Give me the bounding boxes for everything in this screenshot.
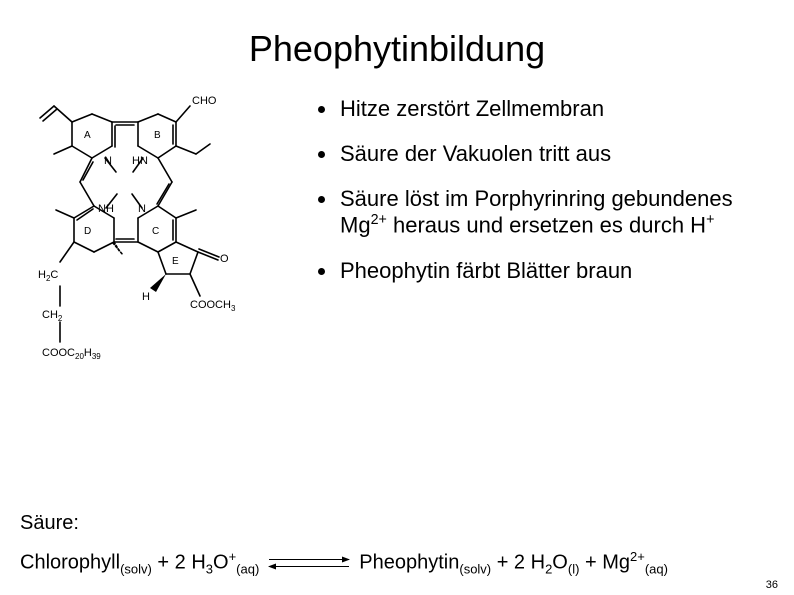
label-n2: N — [138, 203, 146, 215]
footer-section: Säure: Chlorophyll(solv) + 2 H3O+(aq) Ph… — [20, 512, 774, 577]
label-a: A — [84, 130, 91, 141]
content-row: CHO A B N HN NH N D C E H O H2C CH2 COOC… — [0, 82, 794, 392]
label-cooc20h39: COOC20H39 — [42, 347, 101, 361]
page-number: 36 — [766, 579, 778, 591]
label-e: E — [172, 256, 179, 267]
label-h: H — [142, 291, 150, 303]
label-d: D — [84, 226, 91, 237]
label-ch2: CH2 — [42, 309, 63, 323]
label-cho: CHO — [192, 95, 217, 107]
bullet-item: Säure der Vakuolen tritt aus — [314, 141, 764, 168]
bullet-item: Pheophytin färbt Blätter braun — [314, 258, 764, 285]
label-cooch3: COOCH3 — [190, 299, 236, 313]
bullet-list: Hitze zerstört Zellmembran Säure der Vak… — [314, 92, 764, 392]
molecular-structure: CHO A B N HN NH N D C E H O H2C CH2 COOC… — [20, 92, 300, 392]
label-nh2: NH — [98, 203, 114, 215]
equilibrium-arrow-icon — [269, 556, 349, 570]
page-title: Pheophytinbildung — [0, 0, 794, 82]
label-o: O — [220, 253, 229, 265]
label-c: C — [152, 226, 159, 237]
label-hn1: HN — [132, 155, 148, 167]
label-h2c: H2C — [38, 269, 58, 283]
chemical-equation: Chlorophyll(solv) + 2 H3O+(aq) Pheophyti… — [20, 549, 774, 577]
label-b: B — [154, 130, 161, 141]
bullet-item: Hitze zerstört Zellmembran — [314, 96, 764, 123]
label-n1: N — [104, 155, 112, 167]
equation-right: Pheophytin(solv) + 2 H2O(l) + Mg2+(aq) — [359, 549, 668, 577]
equation-left: Chlorophyll(solv) + 2 H3O+(aq) — [20, 549, 259, 577]
bullet-item: Säure löst im Porphyrinring gebundenes M… — [314, 186, 764, 240]
equation-label: Säure: — [20, 512, 774, 535]
